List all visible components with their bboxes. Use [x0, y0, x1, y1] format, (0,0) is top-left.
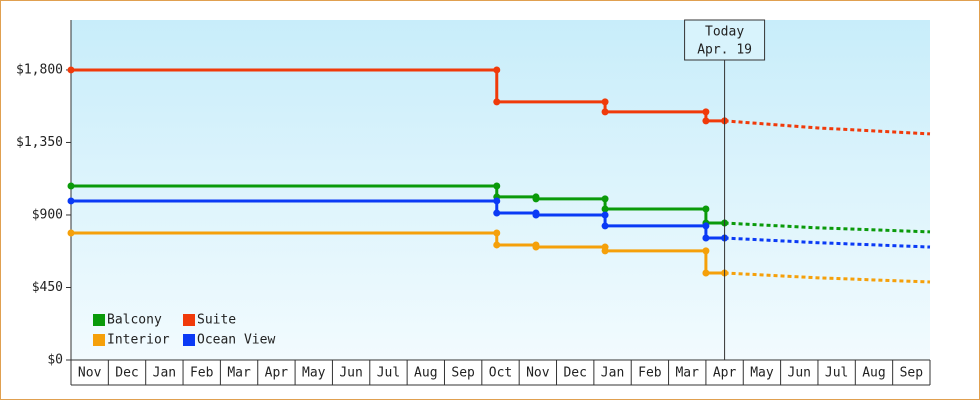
- price-point: [67, 66, 75, 74]
- y-tick-label: $1,350: [16, 135, 63, 150]
- price-point: [601, 195, 609, 203]
- today-label: Apr. 19: [697, 43, 752, 58]
- legend-swatch: [93, 334, 105, 346]
- x-tick-label: Feb: [190, 366, 214, 381]
- price-point: [601, 98, 609, 106]
- forecast-line: [724, 271, 931, 284]
- x-tick-label: Aug: [414, 366, 437, 381]
- legend-label: Balcony: [107, 313, 162, 328]
- x-tick-label: May: [750, 366, 774, 381]
- x-tick-label: Nov: [78, 366, 102, 381]
- y-tick-label: $1,800: [16, 62, 63, 77]
- price-point: [493, 66, 501, 74]
- x-tick-label: Feb: [638, 366, 662, 381]
- x-tick-label: Jul: [825, 366, 848, 381]
- plot-area: [71, 20, 930, 360]
- price-point: [493, 209, 501, 217]
- x-tick-label: Mar: [675, 366, 699, 381]
- price-point: [601, 247, 609, 255]
- price-point: [601, 222, 609, 230]
- price-point: [702, 234, 710, 242]
- price-point: [493, 197, 501, 205]
- today-label: Today: [705, 25, 744, 40]
- price-point: [601, 205, 609, 213]
- price-point: [702, 117, 710, 125]
- price-point: [702, 205, 710, 213]
- forecast-line: [724, 221, 931, 234]
- price-point: [702, 222, 710, 230]
- price-point: [532, 243, 540, 251]
- legend-label: Suite: [197, 313, 236, 328]
- x-tick-label: Sep: [451, 366, 475, 381]
- price-line: [71, 199, 725, 240]
- price-point: [67, 182, 75, 190]
- price-point: [601, 108, 609, 116]
- legend-swatch: [93, 314, 105, 326]
- price-point: [601, 211, 609, 219]
- price-point: [493, 229, 501, 237]
- x-tick-label: Jan: [153, 366, 176, 381]
- x-tick-label: Mar: [227, 366, 251, 381]
- x-tick-label: Sep: [900, 366, 924, 381]
- price-line: [71, 184, 725, 225]
- x-tick-label: Oct: [489, 366, 512, 381]
- legend-label: Interior: [107, 333, 170, 348]
- legend-label: Ocean View: [197, 333, 275, 348]
- x-tick-label: Jun: [788, 366, 811, 381]
- price-point: [532, 211, 540, 219]
- legend-swatch: [183, 314, 195, 326]
- price-point: [67, 229, 75, 237]
- x-tick-label: Dec: [563, 366, 586, 381]
- y-tick-label: $0: [47, 353, 63, 368]
- x-tick-label: Jun: [339, 366, 362, 381]
- price-point: [493, 241, 501, 249]
- price-point: [493, 98, 501, 106]
- price-point: [702, 108, 710, 116]
- price-point: [532, 195, 540, 203]
- x-tick-label: Jul: [377, 366, 400, 381]
- today-box: [684, 19, 766, 61]
- price-point: [493, 182, 501, 190]
- price-point: [702, 247, 710, 255]
- x-tick-label: May: [302, 366, 326, 381]
- x-tick-label: Aug: [862, 366, 885, 381]
- x-tick-label: Dec: [115, 366, 138, 381]
- x-tick-label: Apr: [713, 366, 737, 381]
- forecast-line: [724, 119, 931, 136]
- legend-swatch: [183, 334, 195, 346]
- y-tick-label: $900: [32, 207, 63, 222]
- x-tick-label: Nov: [526, 366, 550, 381]
- x-tick-label: Jan: [601, 366, 624, 381]
- x-tick-label: Apr: [265, 366, 289, 381]
- price-line: [71, 231, 725, 275]
- price-point: [702, 269, 710, 277]
- y-tick-label: $450: [32, 280, 63, 295]
- forecast-line: [724, 236, 931, 249]
- price-point: [67, 197, 75, 205]
